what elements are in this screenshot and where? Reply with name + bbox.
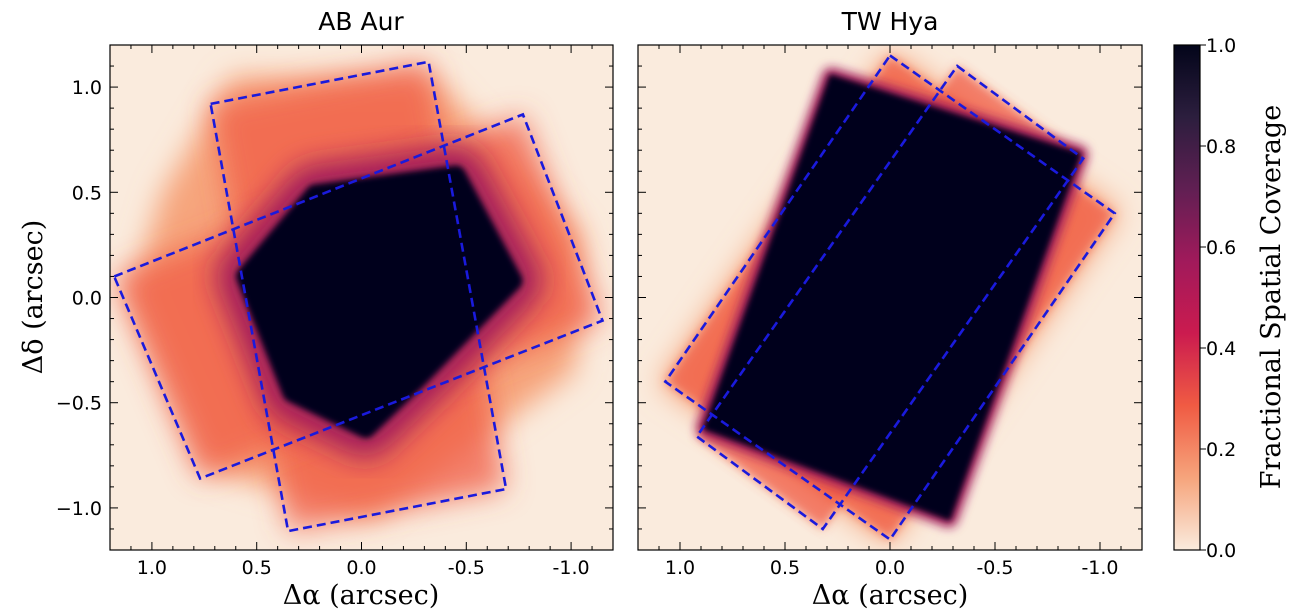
panel-tw-hya: 1.0 0.5 0.0 -0.5 -1.0 TW Hya Δα (arcsec)	[637, 7, 1143, 611]
y-tick-label: 1.0	[72, 77, 102, 99]
x-tick-label: 1.0	[665, 557, 695, 579]
y-tick-label: −0.5	[56, 393, 102, 415]
colorbar-tick-label: 1.0	[1206, 35, 1236, 57]
footprint-outline-2	[112, 112, 605, 481]
colorbar-tick-label: 0.2	[1206, 439, 1236, 461]
panel-ab-aur: 1.0 0.5 0.0 -0.5 -1.0 1.0 0.5 0.0 −0.5 −1.0 AB Au…	[18, 7, 614, 611]
y-tick-label: 0.0	[72, 288, 102, 310]
colorbar: 0.0 0.2 0.4 0.6 0.8 1.0 Fractional Spatial Co…	[1173, 35, 1287, 562]
x-tick-label: -0.5	[448, 557, 485, 579]
x-tick-label: -0.5	[976, 557, 1013, 579]
x-axis-label-left: Δα (arcsec)	[283, 580, 439, 611]
x-tick-label: 0.5	[770, 557, 800, 579]
x-axis-label-right: Δα (arcsec)	[812, 580, 968, 611]
x-tick-label: -1.0	[1081, 557, 1118, 579]
colorbar-tick-label: 0.0	[1206, 540, 1236, 562]
ticks-right: 1.0 0.5 0.0 -0.5 -1.0	[638, 45, 1142, 579]
x-tick-label: 0.0	[875, 557, 905, 579]
footprints-left	[112, 60, 605, 533]
colorbar-label: Fractional Spatial Coverage	[1256, 105, 1287, 489]
y-tick-label: −1.0	[56, 498, 102, 520]
footprint-outline-1	[209, 60, 508, 533]
y-tick-label: 0.5	[72, 182, 102, 204]
colorbar-tick-label: 0.4	[1206, 338, 1236, 360]
panel-title-right: TW Hya	[841, 7, 939, 36]
x-tick-label: -1.0	[553, 557, 590, 579]
colorbar-tick-label: 0.6	[1206, 237, 1236, 259]
full-coverage-core	[236, 165, 523, 438]
x-tick-label: 0.5	[242, 557, 272, 579]
x-tick-label: 0.0	[346, 557, 376, 579]
colorbar-tick-label: 0.8	[1206, 136, 1236, 158]
colorbar-ticks: 0.0 0.2 0.4 0.6 0.8 1.0	[1200, 35, 1236, 562]
footprint-outline-1	[663, 53, 1117, 542]
footprints-right	[663, 53, 1117, 542]
colorbar-gradient	[1173, 44, 1201, 551]
panel-title-left: AB Aur	[318, 7, 404, 36]
footprint-outline-2	[695, 64, 1085, 531]
coverage-heatmap-left	[114, 61, 603, 532]
y-axis-label: Δδ (arcsec)	[18, 220, 49, 375]
ticks-left: 1.0 0.5 0.0 -0.5 -1.0 1.0 0.5 0.0 −0.5 −1.0	[56, 45, 613, 579]
x-tick-label: 1.0	[137, 557, 167, 579]
